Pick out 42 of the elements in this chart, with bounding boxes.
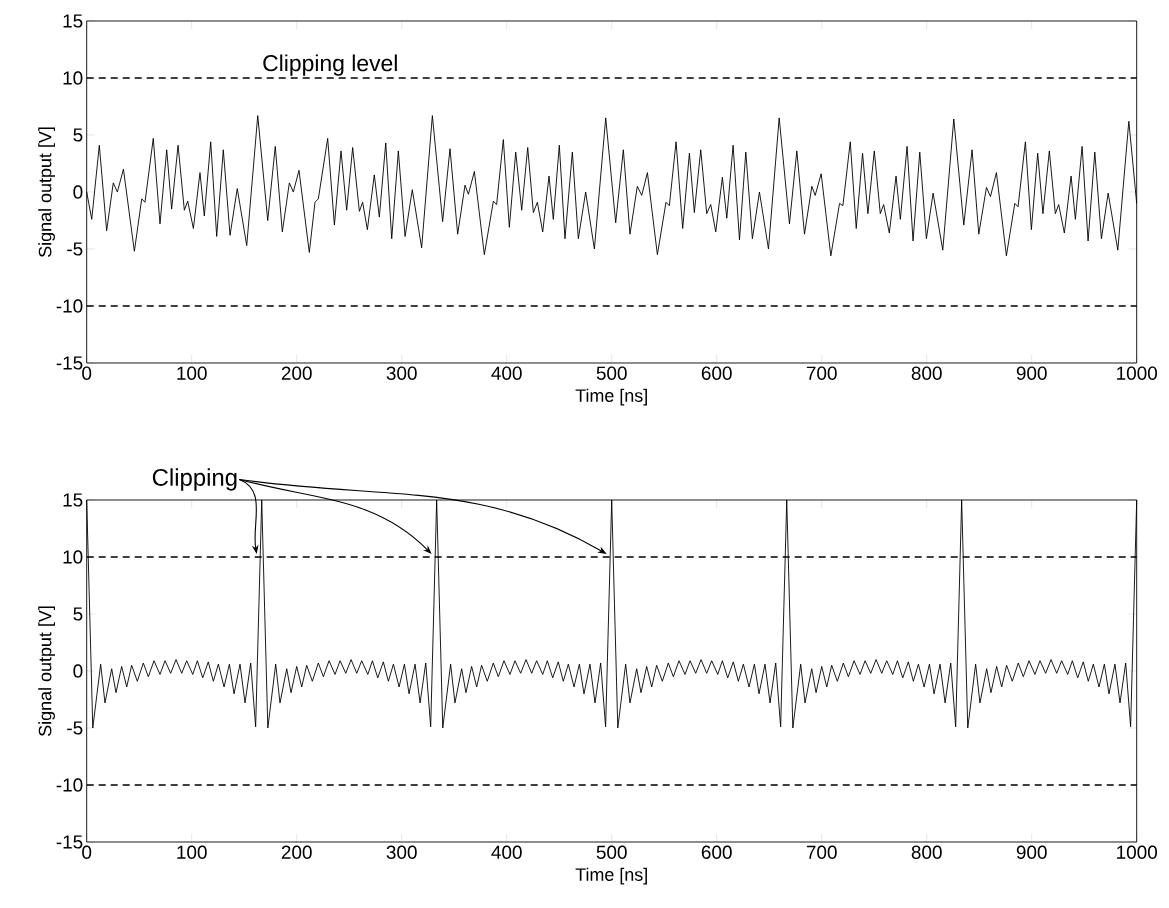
x-tick-label: 500 <box>596 366 627 380</box>
x-tick-label: 100 <box>177 845 207 859</box>
y-tick-label: 15 <box>63 493 83 507</box>
x-tick-label: 900 <box>1016 845 1047 859</box>
y-tick-label: 10 <box>63 550 83 564</box>
y-tick-label: -15 <box>56 835 83 849</box>
y-tick-label: 0 <box>73 664 83 678</box>
y-tick-label: -10 <box>56 778 83 792</box>
x-tick-label: 200 <box>281 845 312 859</box>
y-tick-label: 5 <box>73 607 83 621</box>
x-tick-label: 700 <box>806 845 837 859</box>
x-tick-label: 700 <box>806 366 837 380</box>
x-tick-label: 800 <box>911 845 942 859</box>
annotation: Clipping <box>152 468 237 491</box>
x-tick-label: 900 <box>1016 366 1047 380</box>
y-tick-label: -5 <box>67 721 83 735</box>
y-axis-title: Signal output [V] <box>38 127 55 257</box>
x-tick-label: 1000 <box>1117 366 1157 380</box>
y-axis-title: Signal output [V] <box>38 606 55 736</box>
x-tick-label: 0 <box>82 366 92 380</box>
y-tick-label: -10 <box>56 299 83 313</box>
x-tick-label: 500 <box>596 845 627 859</box>
x-axis-title: Time [ns] <box>575 867 647 885</box>
y-tick-label: 10 <box>63 71 83 85</box>
x-tick-label: 600 <box>701 366 732 380</box>
x-axis-title: Time [ns] <box>575 388 647 406</box>
x-tick-label: 300 <box>386 366 417 380</box>
x-tick-label: 200 <box>281 366 312 380</box>
y-tick-label: 5 <box>73 128 83 142</box>
x-tick-label: 600 <box>701 845 732 859</box>
y-tick-label: -15 <box>56 356 83 370</box>
ref-line-label: Clipping level <box>263 54 397 76</box>
x-tick-label: 400 <box>491 366 522 380</box>
y-tick-label: 0 <box>73 185 83 199</box>
x-tick-label: 800 <box>911 366 942 380</box>
x-tick-label: 1000 <box>1117 845 1157 859</box>
y-tick-label: 15 <box>63 14 83 28</box>
x-tick-label: 400 <box>491 845 522 859</box>
y-tick-label: -5 <box>67 242 83 256</box>
x-tick-label: 300 <box>386 845 417 859</box>
x-tick-label: 0 <box>82 845 92 859</box>
x-tick-label: 100 <box>177 366 207 380</box>
